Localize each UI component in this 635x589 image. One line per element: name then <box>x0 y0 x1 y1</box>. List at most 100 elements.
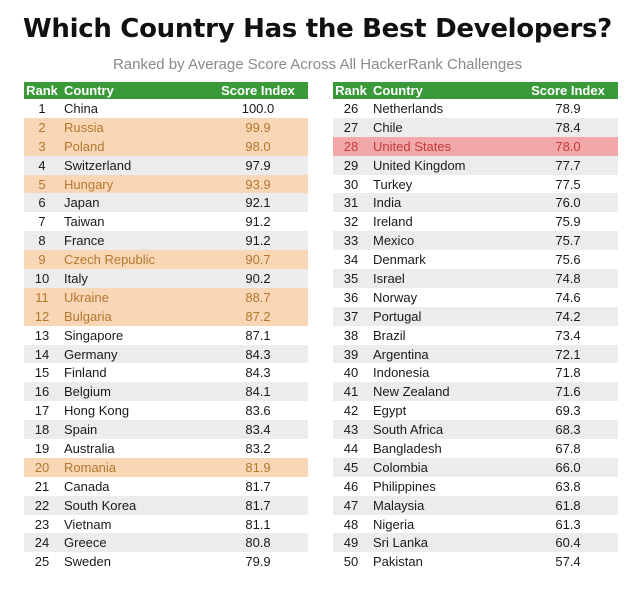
table-row: 36 Norway 74.6 <box>333 288 618 307</box>
rank-cell: 25 <box>34 554 50 570</box>
rank-cell: 43 <box>333 420 369 440</box>
rank-cell: 49 <box>333 533 369 553</box>
rank-cell: 35 <box>333 269 369 288</box>
country-cell: Belgium <box>60 382 208 402</box>
table-row: 17 Hong Kong 83.6 <box>24 401 308 420</box>
score-cell: 66.0 <box>518 457 618 477</box>
country-cell: Hong Kong <box>64 403 130 419</box>
score-cell: 75.6 <box>555 252 581 268</box>
rank-cell: 9 <box>24 250 60 270</box>
table-row: 41 New Zealand 71.6 <box>333 382 618 402</box>
rank-cell: 19 <box>34 440 50 456</box>
rank-cell: 18 <box>24 420 60 440</box>
score-cell: 79.9 <box>245 554 271 570</box>
country-cell: Indonesia <box>373 365 430 381</box>
score-cell: 77.7 <box>518 155 618 175</box>
header-rank: Rank <box>24 82 60 99</box>
score-cell: 80.8 <box>208 533 308 553</box>
table-row: 44 Bangladesh 67.8 <box>333 439 618 458</box>
country-cell: Israel <box>369 269 518 288</box>
country-cell: Malaysia <box>369 495 518 515</box>
score-cell: 90.2 <box>208 269 308 288</box>
country-cell: Taiwan <box>64 214 105 230</box>
header-country: Country <box>369 82 518 99</box>
country-cell: Italy <box>60 269 208 288</box>
country-cell: Argentina <box>369 344 518 364</box>
country-cell: France <box>60 231 208 251</box>
score-cell: 81.7 <box>208 495 308 515</box>
table-row: 1 China 100.0 <box>24 99 308 118</box>
country-cell: Nigeria <box>373 516 415 532</box>
score-cell: 71.8 <box>555 365 581 381</box>
table-row: 2 Russia 99.9 <box>24 117 308 137</box>
score-cell: 60.4 <box>518 533 618 553</box>
rank-cell: 47 <box>333 495 369 515</box>
rank-cell: 40 <box>343 365 359 381</box>
table-row: 16 Belgium 84.1 <box>24 382 308 402</box>
score-cell: 90.7 <box>208 250 308 270</box>
country-cell: United Kingdom <box>369 155 518 175</box>
table-row: 27 Chile 78.4 <box>333 117 618 137</box>
score-cell: 75.7 <box>518 231 618 251</box>
rank-cell: 15 <box>34 365 50 381</box>
table-header-row: Rank Country Score Index <box>333 82 618 99</box>
score-cell: 74.8 <box>518 269 618 288</box>
rank-cell: 8 <box>24 231 60 251</box>
table-row: 35 Israel 74.8 <box>333 269 618 288</box>
table-row: 12 Bulgaria 87.2 <box>24 306 308 326</box>
rank-cell: 17 <box>34 403 50 419</box>
score-cell: 91.2 <box>245 214 271 230</box>
country-cell: Russia <box>60 117 208 137</box>
score-cell: 81.7 <box>245 478 271 494</box>
table-row: 43 South Africa 68.3 <box>333 420 618 440</box>
country-cell: Singapore <box>64 327 124 343</box>
table-row: 6 Japan 92.1 <box>24 193 308 213</box>
rank-cell: 33 <box>333 231 369 251</box>
country-cell: Mexico <box>369 231 518 251</box>
rank-cell: 4 <box>24 155 60 175</box>
rank-cell: 30 <box>343 176 359 192</box>
country-cell: Brazil <box>373 327 406 343</box>
country-cell: Canada <box>64 478 110 494</box>
table-row: 38 Brazil 73.4 <box>333 326 618 345</box>
table-row: 49 Sri Lanka 60.4 <box>333 533 618 553</box>
rank-cell: 6 <box>24 193 60 213</box>
table-row: 22 South Korea 81.7 <box>24 495 308 515</box>
table-row: 30 Turkey 77.5 <box>333 175 618 194</box>
rank-cell: 34 <box>343 252 359 268</box>
table-row: 29 United Kingdom 77.7 <box>333 155 618 175</box>
rank-cell: 29 <box>333 155 369 175</box>
country-cell: Ireland <box>373 214 413 230</box>
score-cell: 69.3 <box>555 403 581 419</box>
table-row: 26 Netherlands 78.9 <box>333 99 618 118</box>
score-cell: 99.9 <box>208 117 308 137</box>
rank-cell: 20 <box>24 457 60 477</box>
ranking-table-right: Rank Country Score Index 26 Netherlands 78… <box>333 82 618 571</box>
score-cell: 61.3 <box>555 516 581 532</box>
rank-cell: 10 <box>24 269 60 288</box>
table-row: 33 Mexico 75.7 <box>333 231 618 251</box>
country-cell: Netherlands <box>373 100 444 116</box>
table-row: 45 Colombia 66.0 <box>333 457 618 477</box>
score-cell: 83.6 <box>245 403 271 419</box>
score-cell: 61.8 <box>518 495 618 515</box>
country-cell: Sri Lanka <box>369 533 518 553</box>
rank-cell: 41 <box>333 382 369 402</box>
rank-cell: 16 <box>24 382 60 402</box>
table-row: 9 Czech Republic 90.7 <box>24 250 308 270</box>
table-row: 21 Canada 81.7 <box>24 477 308 496</box>
table-row: 50 Pakistan 57.4 <box>333 552 618 571</box>
ranking-table-left: Rank Country Score Index 1 China 100.0 2 Rus… <box>24 82 308 571</box>
country-cell: Norway <box>373 289 418 305</box>
table-row: 39 Argentina 72.1 <box>333 344 618 364</box>
country-cell: Bulgaria <box>60 306 208 326</box>
country-cell: Egypt <box>373 403 407 419</box>
score-cell: 93.9 <box>208 174 308 194</box>
rank-cell: 23 <box>34 516 50 532</box>
rank-cell: 13 <box>34 327 50 343</box>
country-cell: Romania <box>60 457 208 477</box>
rank-cell: 44 <box>343 440 359 456</box>
rank-cell: 38 <box>343 327 359 343</box>
rank-cell: 5 <box>24 174 60 194</box>
rank-cell: 36 <box>343 289 359 305</box>
